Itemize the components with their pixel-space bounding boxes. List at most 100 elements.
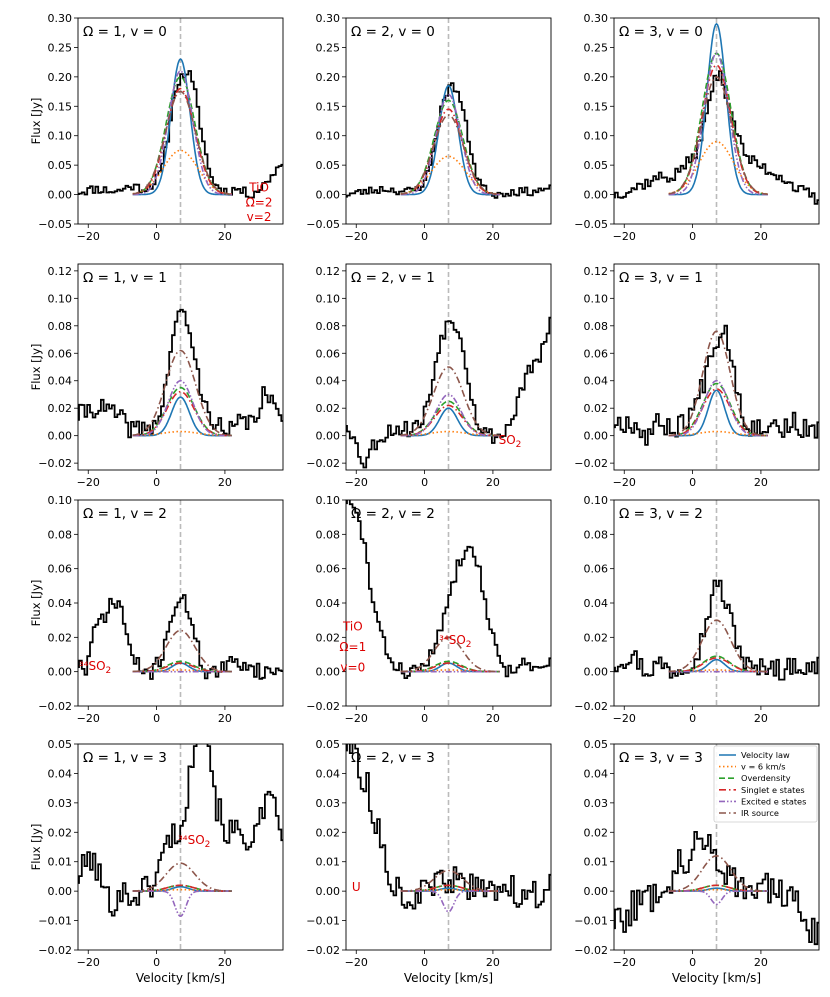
x-axis-label: Velocity [km/s] [672,971,761,985]
observed-spectrum [78,70,283,199]
y-tick-label: 0.04 [584,597,609,610]
model-overdensity [668,655,768,673]
x-tick-label: −20 [345,956,368,969]
y-tick-label: 0.00 [316,885,341,898]
legend-label: Excited e states [741,796,806,806]
model-velocity-law [132,58,232,196]
model-excited-e-states [132,379,232,437]
y-tick-label: 0.00 [48,189,73,202]
y-tick-label: −0.02 [574,700,608,713]
y-tick-label: 0.08 [584,528,609,541]
x-tick-label: 0 [153,230,160,243]
y-tick-label: 0.08 [316,528,341,541]
x-tick-label: −20 [613,712,636,725]
model-singlet-e-states [132,390,232,437]
y-tick-label: 0.00 [48,666,73,679]
annotation: ³⁴SO2 [178,833,210,850]
y-tick-label: 0.10 [584,292,609,305]
model-excited-e-states [400,890,500,913]
x-tick-label: 20 [754,712,768,725]
panel-4: 0.12 0.10 0.08 0.06 0.04 0.02 0.00 −0.02 −20 0 20 Ω… [29,263,284,489]
y-tick-label: 0.05 [316,738,341,751]
y-tick-label: 0.02 [316,631,341,644]
y-tick-label: 0.08 [48,320,73,333]
model-overdensity [400,660,500,673]
axes-frame [77,499,284,707]
observed-spectrum [614,831,819,946]
x-tick-label: 0 [421,712,428,725]
y-tick-label: 0.20 [584,71,609,84]
y-tick-label: 0.06 [584,563,609,576]
y-tick-label: 0.04 [316,767,341,780]
y-tick-label: 0.02 [48,826,73,839]
y-tick-label: 0.04 [316,375,341,388]
model-excited-e-states [132,890,232,918]
x-tick-label: 0 [689,956,696,969]
y-tick-label: 0.12 [584,265,609,278]
y-tick-label: 0.05 [316,159,341,172]
x-tick-label: −20 [77,476,100,489]
annotation: SO2 [499,433,522,450]
plot-area [78,500,283,706]
panel-2: 0.30 0.25 0.20 0.15 0.10 0.05 0.00 −0.05 −20 0 20 Ω… [306,12,552,243]
model-singlet-e-states [668,388,768,437]
observed-spectrum [346,316,551,469]
observed-spectrum [614,579,819,681]
y-tick-label: 0.04 [584,767,609,780]
y-tick-label: 0.00 [48,885,73,898]
y-tick-label: 0.08 [316,320,341,333]
axes-frame [345,17,552,225]
y-tick-label: −0.02 [38,944,72,957]
y-tick-label: 0.00 [316,666,341,679]
panel-10: 0.05 0.04 0.03 0.02 0.01 0.00 −0.01 −0.02 −20 0 20… [29,738,284,985]
observed-spectrum [78,308,283,439]
x-tick-label: −20 [613,476,636,489]
model-overdensity [668,382,768,437]
axes-frame [613,263,820,471]
model-ir-source [668,76,768,195]
annotation: TiO [342,619,363,633]
annotation: ³⁴SO2 [439,633,471,650]
model-ir-source [400,366,500,437]
observed-spectrum [614,324,819,446]
model-ir-source [132,349,232,437]
model-v-6-km-s [668,430,768,437]
model-ir-source [132,629,232,673]
axes-frame [77,17,284,225]
model-overdensity [400,99,500,196]
plot-area [614,744,819,950]
y-tick-label: 0.00 [316,189,341,202]
y-tick-label: −0.05 [574,218,608,231]
y-tick-label: 0.25 [48,41,73,54]
legend-label: Singlet e states [741,785,805,795]
model-overdensity [132,660,232,673]
x-tick-label: −20 [77,956,100,969]
panel-7: 0.10 0.08 0.06 0.04 0.02 0.00 −0.02 −20 0 20 Ω = 1… [29,494,284,725]
y-tick-label: 0.02 [584,826,609,839]
model-overdensity [132,76,232,196]
model-excited-e-states [668,379,768,437]
axes-frame [345,743,552,951]
x-tick-label: 0 [689,476,696,489]
y-tick-label: 0.08 [584,320,609,333]
plot-area [78,264,283,470]
y-tick-label: 0.30 [48,12,73,25]
y-tick-label: 0.08 [48,528,73,541]
y-tick-label: 0.10 [584,494,609,507]
y-tick-label: 0.10 [316,494,341,507]
plot-area [346,264,551,470]
panel-title: Ω = 1, v = 0 [83,24,167,40]
plot-area [346,744,551,950]
y-tick-label: 0.00 [584,430,609,443]
model-ir-source [400,636,500,673]
x-axis-label: Velocity [km/s] [136,971,225,985]
x-tick-label: −20 [345,230,368,243]
y-tick-label: −0.02 [306,457,340,470]
annotation: v=0 [340,661,365,675]
model-singlet-e-states [668,64,768,196]
x-tick-label: −20 [613,956,636,969]
axes-frame [345,499,552,707]
observed-spectrum [78,594,283,680]
x-axis-label: Velocity [km/s] [404,971,493,985]
